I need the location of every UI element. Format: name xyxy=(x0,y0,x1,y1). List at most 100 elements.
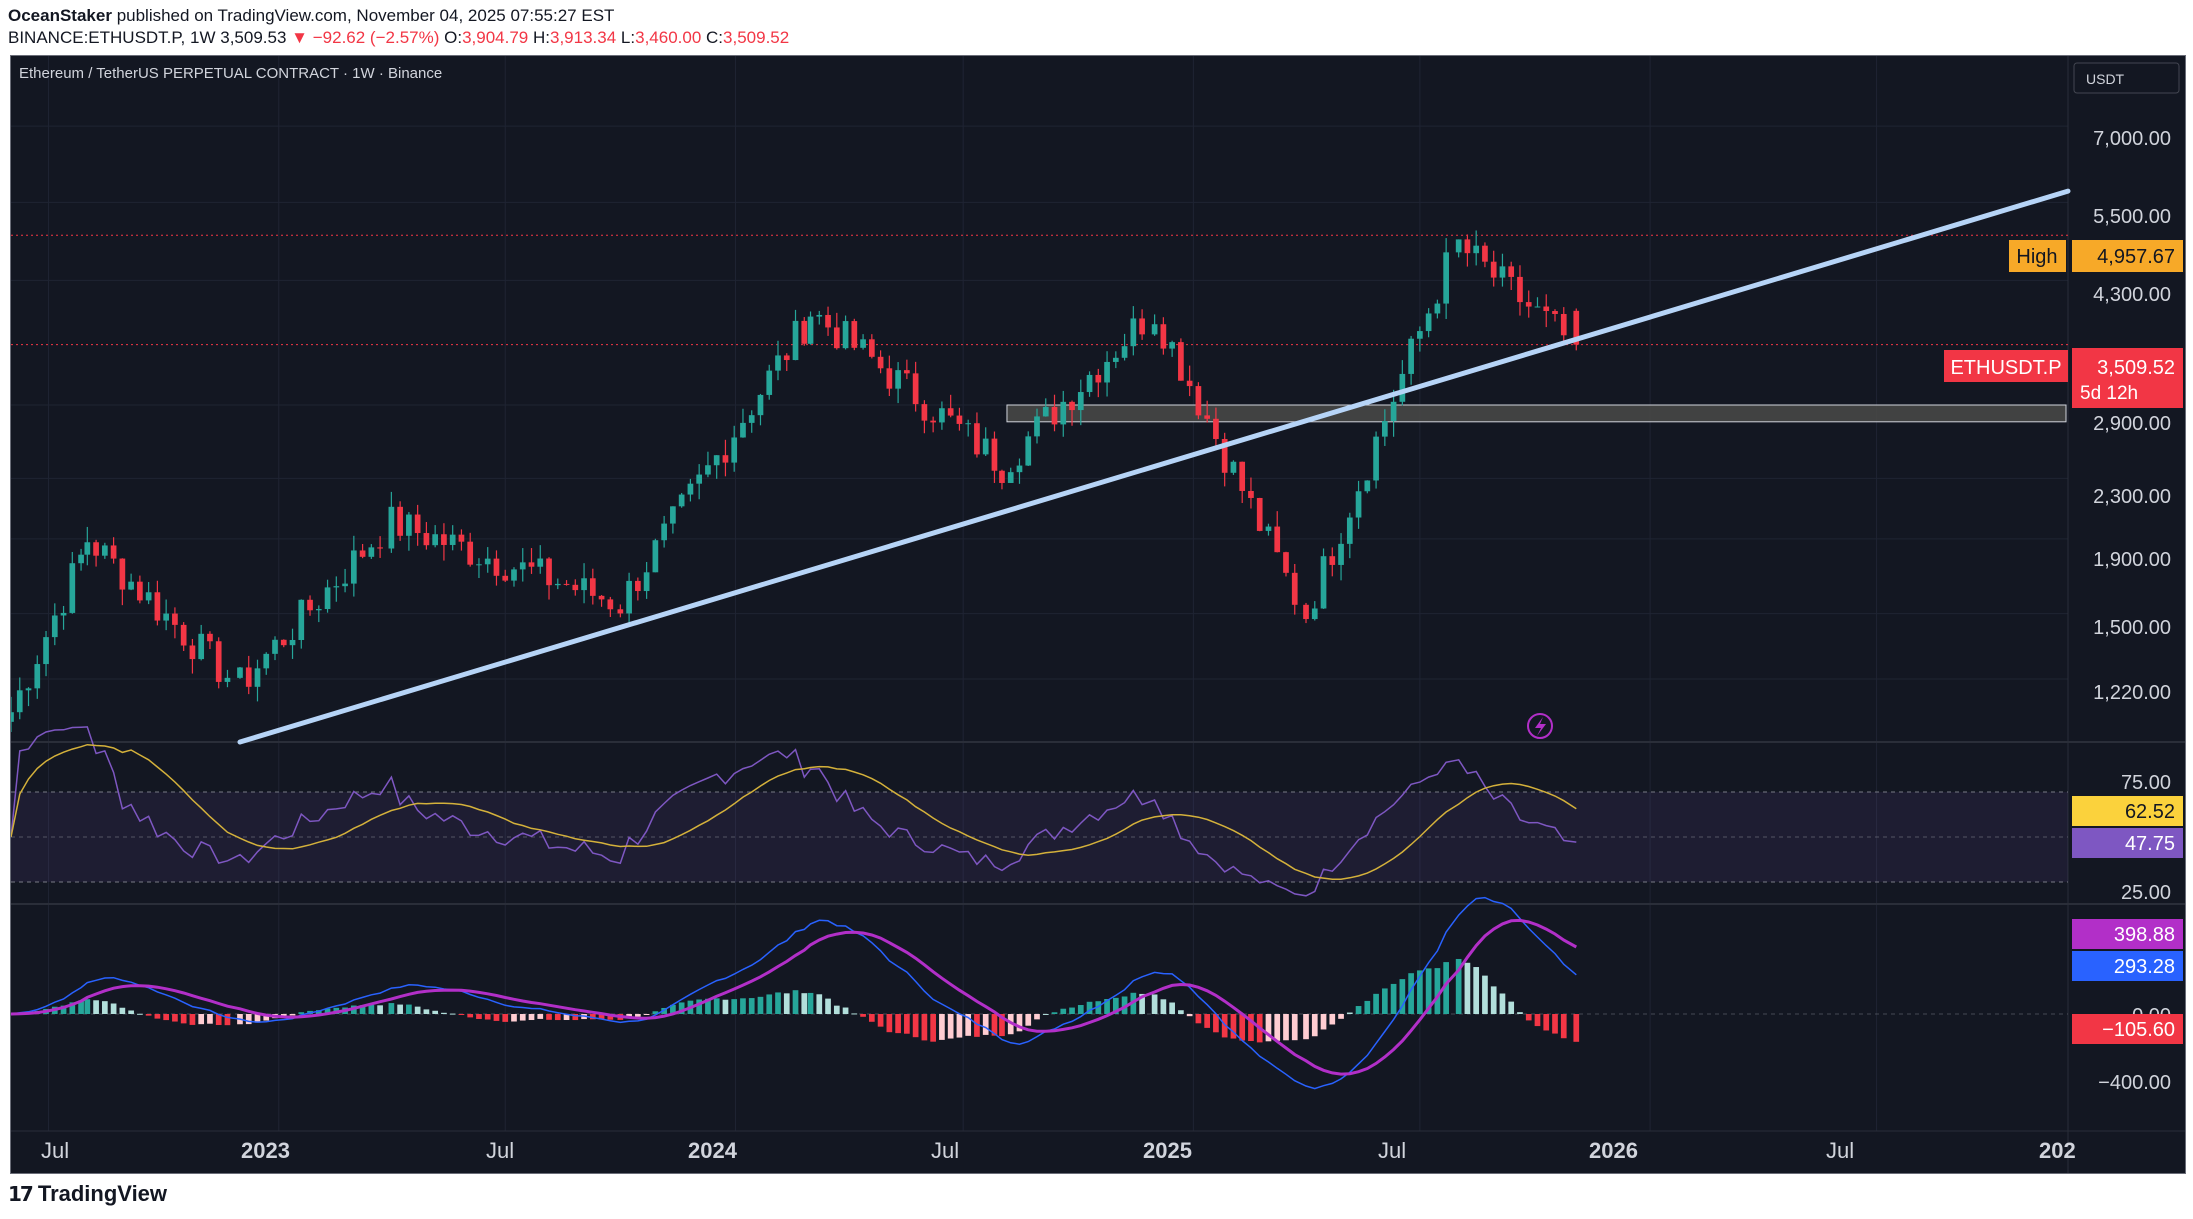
candle-body xyxy=(740,422,746,438)
candle-body xyxy=(1095,374,1102,383)
macd-hist-bar xyxy=(207,1014,213,1024)
chart-svg[interactable]: Ethereum / TetherUS PERPETUAL CONTRACT ·… xyxy=(10,56,2185,1173)
tradingview-wordmark: TradingView xyxy=(37,1181,168,1206)
macd-hist-bar xyxy=(1464,962,1471,1014)
macd-hist-bar xyxy=(991,1014,998,1036)
macd-hist-bar xyxy=(1213,1014,1219,1033)
candle-body xyxy=(904,370,910,374)
macd-hist-bar xyxy=(833,1005,840,1014)
macd-hist-bar xyxy=(904,1014,910,1034)
macd-hist-bar xyxy=(441,1012,447,1014)
currency-button[interactable] xyxy=(2073,62,2180,94)
support-zone[interactable] xyxy=(1006,404,2067,423)
candle-body xyxy=(678,494,685,507)
candle-body xyxy=(1291,572,1298,605)
macd-hist-bar xyxy=(1095,1001,1102,1014)
candle-body xyxy=(1034,416,1040,437)
candle-body xyxy=(298,599,305,640)
candle-body xyxy=(1060,401,1067,425)
macd-hist-bar xyxy=(1291,1014,1298,1041)
macd-hist-bar xyxy=(467,1014,474,1018)
candle-body xyxy=(34,664,41,689)
candle-body xyxy=(546,558,552,586)
candle-body xyxy=(1274,526,1281,553)
candle-body xyxy=(154,592,161,621)
macd-hist-bar xyxy=(1399,979,1406,1014)
macd-hist-bar xyxy=(78,1000,84,1014)
candle-body xyxy=(1139,318,1145,335)
candle-body xyxy=(458,534,465,542)
macd-hist-bar xyxy=(999,1014,1005,1037)
candle-body xyxy=(696,474,703,484)
candle-body xyxy=(1499,266,1506,278)
candle-body xyxy=(528,562,535,567)
price-axis-label: 1,500.00 xyxy=(2093,617,2171,639)
rsi-axis-label: 25.00 xyxy=(2121,882,2171,904)
candle-body xyxy=(877,356,884,369)
macd-hist-bar xyxy=(245,1014,252,1025)
candle-body xyxy=(1303,604,1309,620)
macd-hist-bar xyxy=(1338,1014,1344,1019)
grid-lines xyxy=(11,56,2069,1131)
footer-brand[interactable]: 𝟭𝟳 TradingView xyxy=(8,1181,167,1207)
macd-hist-bar xyxy=(748,998,755,1014)
candle-body xyxy=(359,550,366,557)
candle-body xyxy=(1195,386,1202,416)
macd-hist-bar xyxy=(1408,973,1414,1014)
macd-hist-bar xyxy=(224,1014,231,1026)
candle-body xyxy=(1051,406,1058,425)
candle-body xyxy=(1112,357,1119,362)
macd-hist-bar xyxy=(1482,975,1488,1014)
macd-hist-value: −105.60 xyxy=(2102,1019,2175,1041)
candle-body xyxy=(263,653,270,669)
macd-hist-bar xyxy=(1311,1014,1318,1037)
chart-frame[interactable]: Ethereum / TetherUS PERPETUAL CONTRACT ·… xyxy=(10,55,2186,1174)
lightning-icon[interactable] xyxy=(1527,713,1553,739)
macd-hist-bar xyxy=(792,990,799,1014)
macd-hist-bar xyxy=(1381,988,1388,1014)
candle-body xyxy=(842,321,849,349)
trendline[interactable] xyxy=(237,188,2071,745)
symbol-tag: ETHUSDT.P xyxy=(1950,357,2061,379)
candle-body xyxy=(502,575,509,581)
macd-hist-bar xyxy=(368,1004,375,1014)
macd-hist-bar xyxy=(1121,996,1128,1014)
symbol-line: BINANCE:ETHUSDT.P, 1W xyxy=(8,28,216,47)
macd-hist-bar xyxy=(807,992,814,1014)
candle-body xyxy=(572,584,579,591)
candle-body xyxy=(1104,361,1110,383)
author-name[interactable]: OceanStaker xyxy=(8,6,112,25)
candle-body xyxy=(1042,406,1049,417)
tradingview-logo-icon: 𝟭𝟳 xyxy=(8,1183,34,1206)
candle-body xyxy=(999,470,1005,483)
price-axis[interactable]: 7,000.00 5,500.00 4,300.00 2,900.00 2,30… xyxy=(2093,128,2171,704)
macd-hist-bar xyxy=(626,1014,632,1018)
macd-hist-bar xyxy=(1274,1014,1281,1041)
candle-body xyxy=(1160,324,1167,349)
macd-hist-bar xyxy=(1239,1014,1246,1041)
candles xyxy=(11,230,1580,733)
macd-hist-bar xyxy=(939,1014,945,1040)
macd-hist-bar xyxy=(1373,993,1379,1014)
macd-hist-bar xyxy=(982,1014,989,1035)
candle-body xyxy=(441,534,447,545)
macd-hist-bar xyxy=(757,996,764,1014)
time-axis[interactable]: Jul 2023 Jul 2024 Jul 2025 Jul 2026 Jul … xyxy=(41,1138,2076,1163)
macd-hist-bar xyxy=(198,1014,205,1025)
candle-body xyxy=(1283,552,1289,573)
macd-hist-bar xyxy=(1525,1014,1532,1021)
macd-hist-bar xyxy=(563,1014,570,1021)
macd-histogram xyxy=(11,958,1580,1043)
candle-body xyxy=(1346,517,1353,544)
high-value: 3,913.34 xyxy=(550,28,617,47)
candle-body xyxy=(60,612,67,616)
candle-body xyxy=(607,599,614,610)
candle-body xyxy=(792,320,799,361)
high-label: H: xyxy=(533,28,550,47)
macd-hist-bar xyxy=(215,1014,222,1026)
macd-hist-bar xyxy=(1160,999,1167,1014)
macd-hist-bar xyxy=(528,1014,535,1021)
candle-body xyxy=(783,355,790,361)
open-value: 3,904.79 xyxy=(462,28,529,47)
last-price-box xyxy=(2072,348,2183,408)
